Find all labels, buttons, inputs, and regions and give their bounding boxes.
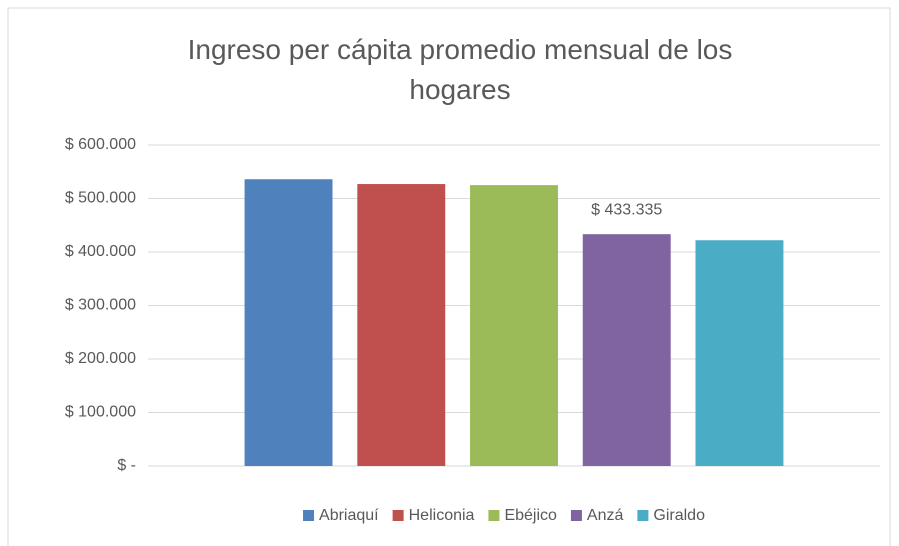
legend-label: Heliconia: [409, 507, 475, 524]
data-label: $ 433.335: [591, 201, 662, 218]
y-tick-label: $ -: [117, 457, 136, 474]
y-tick-label: $ 300.000: [65, 297, 136, 314]
legend-label: Anzá: [587, 507, 624, 524]
bar: [357, 184, 446, 466]
bar: [695, 240, 784, 466]
legend-label: Ebéjico: [504, 507, 557, 524]
legend-swatch: [303, 510, 315, 521]
y-tick-label: $ 100.000: [65, 404, 136, 421]
legend-label: Giraldo: [653, 507, 705, 524]
legend-swatch: [637, 510, 649, 521]
bar: [244, 179, 333, 467]
y-tick-label: $ 200.000: [65, 350, 136, 367]
bar: [470, 185, 558, 466]
legend-swatch: [570, 510, 582, 521]
chart-frame: [7, 7, 891, 546]
y-tick-label: $ 600.000: [65, 136, 136, 153]
legend-swatch: [392, 510, 404, 521]
bar: [582, 234, 671, 466]
chart-title: Ingreso per cápita promedio mensual de l…: [187, 34, 733, 105]
y-tick-label: $ 500.000: [65, 190, 136, 207]
legend-label: Abriaquí: [319, 507, 379, 524]
y-tick-label: $ 400.000: [65, 243, 136, 260]
legend-swatch: [488, 510, 500, 521]
